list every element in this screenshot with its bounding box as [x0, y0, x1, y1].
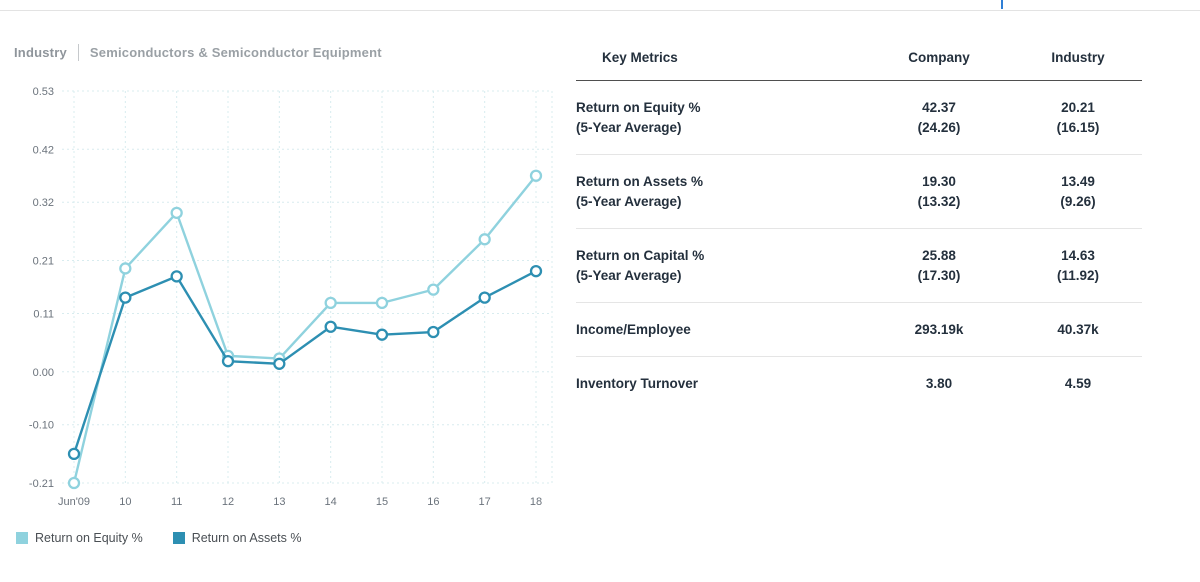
data-point-marker[interactable]	[427, 325, 440, 339]
data-point-marker[interactable]	[67, 447, 81, 461]
industry-subvalue: (11.92)	[1056, 268, 1100, 283]
industry-label: Industry	[14, 45, 67, 60]
data-point-marker[interactable]	[273, 357, 286, 370]
company-value: 3.80	[925, 376, 953, 391]
data-point-marker[interactable]	[375, 328, 389, 341]
data-point-marker[interactable]	[119, 262, 132, 275]
x-axis-tick-label: 13	[273, 496, 285, 508]
y-axis-tick-label: 0.42	[33, 144, 54, 156]
industry-value: 4.59	[1064, 376, 1092, 391]
metrics-row: Inventory Turnover 3.80 4.59	[576, 357, 1142, 410]
data-point-marker[interactable]	[478, 291, 491, 304]
x-axis-tick-label: 16	[427, 496, 439, 508]
data-point-marker[interactable]	[324, 320, 337, 333]
data-point-marker[interactable]	[170, 206, 183, 219]
industry-value: 20.21	[1061, 100, 1095, 115]
legend-item[interactable]: Return on Assets %	[172, 531, 302, 545]
data-point-marker[interactable]	[119, 291, 132, 304]
top-blue-tick	[1001, 0, 1003, 9]
industry-value: 40.37k	[1057, 322, 1099, 337]
series-line	[72, 174, 538, 485]
metric-label: Inventory Turnover	[576, 376, 699, 391]
company-value: 25.88	[922, 248, 956, 263]
chart-header: Industry Semiconductors & Semiconductor …	[14, 44, 566, 61]
x-axis-tick-label: 18	[530, 496, 542, 508]
x-axis-tick-label: 14	[325, 496, 337, 508]
data-point-marker[interactable]	[67, 476, 81, 490]
data-point-marker[interactable]	[221, 355, 235, 368]
data-point-marker[interactable]	[324, 296, 337, 310]
x-axis-tick-label: 15	[376, 496, 388, 508]
metrics-row: Return on Capital % (5-Year Average) 25.88…	[576, 229, 1142, 303]
industry-name: Semiconductors & Semiconductor Equipment	[89, 45, 382, 60]
legend-swatch-icon	[172, 532, 185, 544]
key-metrics-panel: Key Metrics Company Industry Return on E…	[576, 46, 1142, 410]
company-subvalue: (17.30)	[917, 268, 961, 283]
metrics-row: Return on Equity % (5-Year Average) 42.37 (…	[576, 81, 1142, 155]
y-axis-tick-label: 0.53	[33, 86, 54, 98]
metric-label: Return on Assets %	[576, 174, 704, 189]
x-axis-tick-label: 12	[222, 496, 234, 508]
data-point-marker[interactable]	[170, 270, 183, 283]
metric-label: Income/Employee	[576, 322, 691, 337]
y-axis-tick-label: 0.00	[33, 367, 54, 379]
metrics-row: Income/Employee 293.19k 40.37k	[576, 303, 1142, 357]
chart-legend: Return on Equity % Return on Assets %	[16, 531, 566, 545]
y-axis-tick-label: -0.21	[29, 478, 54, 490]
industry-subvalue: (9.26)	[1060, 194, 1096, 209]
y-axis-tick-label: -0.10	[29, 420, 54, 432]
company-header: Company	[908, 50, 970, 65]
industry-subvalue: (16.15)	[1056, 120, 1100, 135]
metric-sublabel: (5-Year Average)	[576, 120, 682, 135]
data-point-marker[interactable]	[478, 233, 491, 246]
industry-header: Industry	[1051, 50, 1105, 65]
metrics-row: Return on Assets % (5-Year Average) 19.30 (…	[576, 155, 1142, 229]
company-value: 293.19k	[914, 322, 964, 337]
industry-value: 14.63	[1061, 248, 1095, 263]
industry-chart-panel: Industry Semiconductors & Semiconductor …	[14, 44, 566, 545]
legend-swatch-icon	[16, 532, 28, 544]
legend-item[interactable]: Return on Equity %	[16, 531, 143, 545]
metric-label: Return on Equity %	[576, 100, 701, 115]
metric-sublabel: (5-Year Average)	[576, 268, 682, 283]
company-subvalue: (13.32)	[917, 194, 961, 209]
metrics-table-body: Return on Equity % (5-Year Average) 42.37 (…	[576, 81, 1142, 410]
header-separator	[77, 44, 79, 61]
top-divider	[0, 10, 1200, 11]
metric-label: Return on Capital %	[576, 248, 705, 263]
y-axis-tick-label: 0.21	[33, 256, 54, 268]
x-axis-tick-label: Jun'09	[58, 496, 90, 508]
data-point-marker[interactable]	[529, 264, 543, 278]
data-point-marker[interactable]	[375, 296, 389, 310]
series-line	[72, 269, 538, 456]
data-point-marker[interactable]	[427, 283, 440, 296]
x-axis-tick-label: 10	[119, 496, 131, 508]
y-axis-tick-label: 0.32	[33, 197, 54, 209]
metrics-table-header: Key Metrics Company Industry	[576, 46, 1142, 81]
metric-sublabel: (5-Year Average)	[576, 194, 682, 209]
company-value: 19.30	[922, 174, 956, 189]
company-value: 42.37	[922, 100, 956, 115]
y-axis-tick-label: 0.11	[33, 308, 54, 320]
legend-label: Return on Equity %	[35, 531, 143, 545]
x-axis-tick-label: 11	[171, 496, 182, 508]
legend-label: Return on Assets %	[191, 531, 302, 545]
key-metrics-header: Key Metrics	[602, 50, 678, 65]
company-subvalue: (24.26)	[917, 120, 961, 135]
roe-roa-line-chart: 0.53 0.42 0.32 0.21 0.11 0.00 -0.10 -0.21 Jun'09…	[29, 86, 553, 508]
industry-value: 13.49	[1061, 174, 1095, 189]
x-axis-tick-label: 17	[479, 496, 491, 508]
data-point-marker[interactable]	[529, 169, 543, 182]
